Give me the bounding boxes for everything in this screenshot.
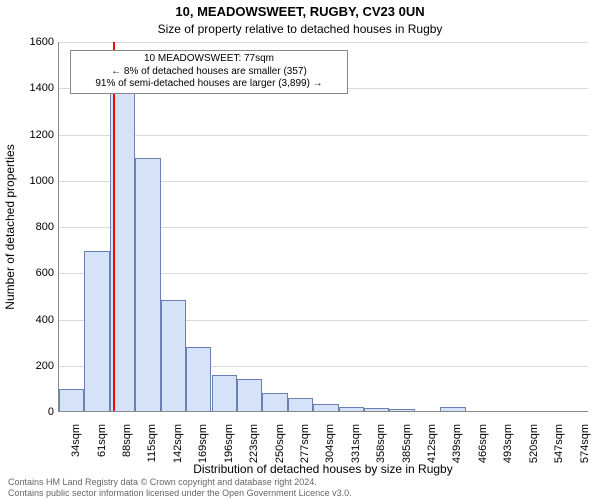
x-tick-label: 61sqm bbox=[96, 424, 108, 474]
histogram-bar bbox=[84, 251, 109, 411]
y-tick-label: 1200 bbox=[30, 129, 54, 141]
histogram-bar bbox=[364, 408, 389, 411]
x-tick-label: 223sqm bbox=[248, 424, 260, 474]
y-axis-label: Number of detached properties bbox=[3, 144, 17, 309]
x-tick-label: 547sqm bbox=[553, 424, 565, 474]
annotation-line3: 91% of semi-detached houses are larger (… bbox=[77, 78, 341, 91]
histogram-bar bbox=[186, 347, 211, 411]
plot-area bbox=[58, 42, 588, 412]
chart-container: 10, MEADOWSWEET, RUGBY, CV23 0UN Size of… bbox=[0, 0, 600, 500]
x-tick-label: 277sqm bbox=[299, 424, 311, 474]
chart-title: 10, MEADOWSWEET, RUGBY, CV23 0UN bbox=[0, 4, 600, 19]
histogram-bar bbox=[135, 158, 160, 411]
histogram-bar bbox=[237, 379, 262, 411]
x-tick-label: 196sqm bbox=[223, 424, 235, 474]
histogram-bar bbox=[262, 393, 287, 412]
x-tick-label: 493sqm bbox=[502, 424, 514, 474]
y-tick-label: 800 bbox=[36, 221, 54, 233]
histogram-bar bbox=[288, 398, 313, 411]
x-tick-label: 520sqm bbox=[528, 424, 540, 474]
y-tick-label: 200 bbox=[36, 360, 54, 372]
y-tick-label: 0 bbox=[48, 406, 54, 418]
histogram-bar bbox=[161, 300, 186, 411]
x-tick-label: 358sqm bbox=[375, 424, 387, 474]
x-tick-label: 331sqm bbox=[350, 424, 362, 474]
histogram-bar bbox=[212, 375, 237, 411]
x-tick-label: 34sqm bbox=[70, 424, 82, 474]
gridline bbox=[59, 42, 588, 43]
y-tick-label: 1400 bbox=[30, 82, 54, 94]
histogram-bar bbox=[339, 407, 364, 411]
footer-line2: Contains public sector information licen… bbox=[8, 488, 352, 498]
x-tick-label: 115sqm bbox=[146, 424, 158, 474]
annotation-line1: 10 MEADOWSWEET: 77sqm bbox=[77, 53, 341, 66]
x-tick-label: 142sqm bbox=[172, 424, 184, 474]
y-tick-label: 400 bbox=[36, 314, 54, 326]
x-tick-label: 385sqm bbox=[401, 424, 413, 474]
y-tick-label: 1600 bbox=[30, 36, 54, 48]
y-tick-label: 1000 bbox=[30, 175, 54, 187]
reference-line bbox=[113, 42, 115, 411]
x-tick-label: 412sqm bbox=[426, 424, 438, 474]
x-tick-label: 439sqm bbox=[451, 424, 463, 474]
histogram-bar bbox=[389, 409, 414, 411]
annotation-line2: ← 8% of detached houses are smaller (357… bbox=[77, 66, 341, 79]
y-tick-label: 600 bbox=[36, 267, 54, 279]
x-tick-label: 574sqm bbox=[579, 424, 591, 474]
x-tick-label: 304sqm bbox=[324, 424, 336, 474]
x-tick-label: 169sqm bbox=[197, 424, 209, 474]
gridline bbox=[59, 135, 588, 136]
footer: Contains HM Land Registry data © Crown c… bbox=[8, 477, 352, 498]
annotation-box: 10 MEADOWSWEET: 77sqm ← 8% of detached h… bbox=[70, 50, 348, 94]
chart-subtitle: Size of property relative to detached ho… bbox=[0, 22, 600, 36]
histogram-bar bbox=[440, 407, 465, 411]
footer-line1: Contains HM Land Registry data © Crown c… bbox=[8, 477, 352, 487]
x-tick-label: 250sqm bbox=[274, 424, 286, 474]
histogram-bar bbox=[59, 389, 84, 411]
x-tick-label: 466sqm bbox=[477, 424, 489, 474]
histogram-bar bbox=[313, 404, 338, 411]
x-tick-label: 88sqm bbox=[121, 424, 133, 474]
